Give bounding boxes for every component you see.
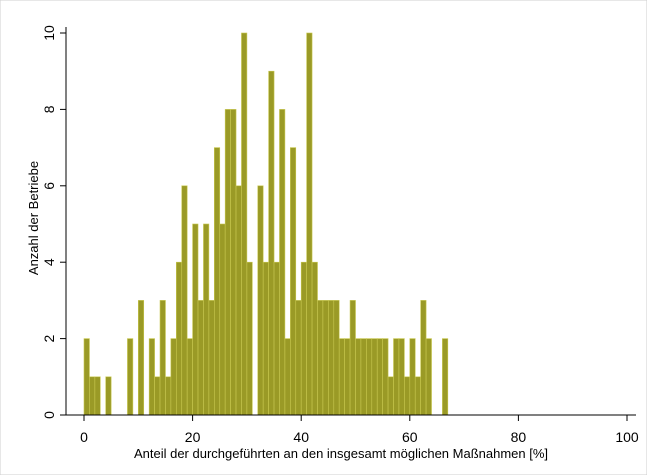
histogram-bar [398, 338, 405, 416]
histogram-bar [176, 261, 183, 416]
histogram-bar [165, 376, 172, 416]
histogram-bar [404, 376, 411, 416]
histogram-bar [442, 338, 449, 416]
histogram-bar [425, 338, 432, 416]
histogram-bar [420, 300, 427, 416]
histogram-bar [230, 109, 237, 416]
histogram-bar [306, 32, 313, 416]
y-ticks-layer: 0 2 4 6 8 10 [41, 25, 66, 419]
x-tick-label: 60 [402, 429, 418, 445]
x-axis-title: Anteil der durchgeführten an den insgesa… [134, 446, 548, 461]
histogram-bar [186, 338, 193, 416]
histogram-bar [159, 300, 166, 416]
histogram-bar [138, 300, 145, 416]
histogram-bar [219, 223, 226, 416]
histogram-bar [257, 185, 264, 416]
y-tick-label: 10 [41, 25, 57, 41]
histogram-bar [409, 338, 416, 416]
histogram-bar [241, 32, 248, 416]
histogram-bar [268, 70, 275, 416]
x-tick-label: 20 [185, 429, 201, 445]
histogram-bar [295, 300, 302, 416]
x-tick-label: 0 [80, 429, 88, 445]
x-ticks-layer: 0 20 40 60 80 100 [80, 415, 639, 445]
histogram-bar [127, 338, 134, 416]
y-tick-label: 2 [41, 334, 57, 342]
histogram-bar [235, 185, 242, 416]
histogram-bar [322, 300, 329, 416]
histogram-bar [333, 300, 340, 416]
histogram-bar [208, 300, 215, 416]
histogram-bar [338, 338, 345, 416]
histogram-bar [89, 376, 96, 416]
histogram-bar [290, 147, 297, 416]
histogram-bar [203, 223, 210, 416]
histogram-bar [273, 261, 280, 416]
histogram-bar [317, 300, 324, 416]
histogram-bar [371, 338, 378, 416]
x-tick-label: 40 [293, 429, 309, 445]
histogram-bar [262, 261, 269, 416]
x-tick-label: 80 [511, 429, 527, 445]
histogram-bar [414, 376, 421, 416]
histogram-bar [148, 338, 155, 416]
histogram-bar [376, 338, 383, 416]
histogram-bar [366, 338, 373, 416]
histogram-bar [170, 338, 177, 416]
y-tick-label: 0 [41, 411, 57, 419]
y-axis-title: Anzahl der Betriebe [26, 161, 41, 275]
histogram-bar [300, 261, 307, 416]
histogram-bar [344, 338, 351, 416]
histogram-bar [192, 223, 199, 416]
y-tick-label: 4 [41, 258, 57, 266]
y-tick-label: 8 [41, 105, 57, 113]
histogram-bar [154, 376, 161, 416]
histogram-bar [83, 338, 90, 416]
histogram-bar [214, 147, 221, 416]
histogram-bar [279, 109, 286, 416]
histogram-bar [284, 338, 291, 416]
histogram-bar [387, 376, 394, 416]
histogram-bar [311, 261, 318, 416]
histogram-bar [349, 300, 356, 416]
histogram-bar [328, 300, 335, 416]
histogram-bar [246, 261, 253, 416]
histogram-bar [105, 376, 112, 416]
histogram-bar [382, 338, 389, 416]
histogram-bar [355, 338, 362, 416]
histogram-bar [94, 376, 101, 416]
x-tick-label: 100 [615, 429, 639, 445]
histogram-bar [197, 300, 204, 416]
histogram-bar [393, 338, 400, 416]
histogram-bar [224, 109, 231, 416]
histogram-bar [181, 185, 188, 416]
histogram-bar [360, 338, 367, 416]
y-tick-label: 6 [41, 182, 57, 190]
